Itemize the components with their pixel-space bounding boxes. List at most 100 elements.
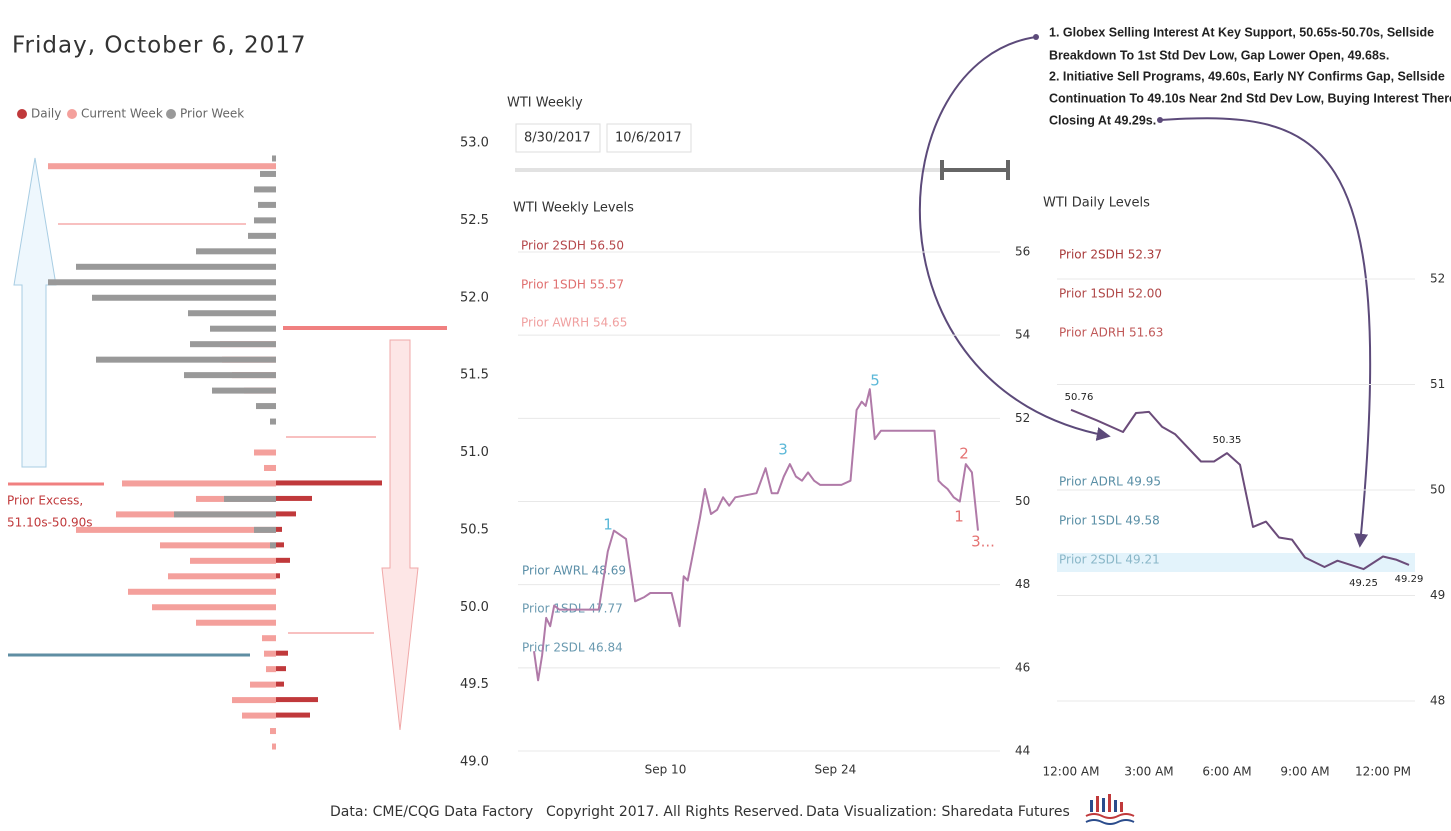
profile-bar — [190, 341, 276, 348]
data-label: 49.25 — [1349, 578, 1378, 589]
legend-label: Prior Week — [180, 107, 244, 121]
wave-label: 3... — [971, 533, 995, 551]
profile-bar — [190, 557, 276, 564]
slicer-title: WTI Weekly — [507, 96, 583, 111]
level-label: Prior 1SDL 47.77 — [522, 602, 623, 616]
level-label: Prior ADRL 49.95 — [1059, 475, 1161, 489]
data-label: 50.76 — [1065, 392, 1094, 403]
y-tick-label: 50 — [1430, 483, 1445, 497]
page-title: Friday, October 6, 2017 — [12, 33, 306, 59]
profile-bar — [92, 294, 276, 301]
note-line: 1. Globex Selling Interest At Key Suppor… — [1049, 25, 1434, 39]
y-tick-label: 50.0 — [460, 600, 489, 615]
price-line — [1070, 408, 1410, 571]
profile-bar — [250, 681, 276, 688]
profile-bar — [256, 403, 276, 410]
profile-bar — [196, 248, 276, 255]
profile-bar — [168, 573, 276, 580]
footer-text: Data: CME/CQG Data Factory — [330, 804, 533, 820]
profile-bar — [272, 155, 276, 162]
data-label: 50.35 — [1213, 435, 1242, 446]
profile-bar — [232, 697, 276, 704]
y-tick-label: 50.5 — [460, 522, 489, 537]
level-label: Prior 2SDH 56.50 — [521, 239, 624, 253]
profile-bar — [270, 728, 276, 735]
profile-bar — [184, 372, 276, 379]
chart-title: WTI Daily Levels — [1043, 196, 1150, 211]
note-line: Breakdown To 1st Std Dev Low, Gap Lower … — [1049, 48, 1389, 62]
level-label: Prior AWRL 48.69 — [522, 564, 626, 578]
callout-arrow — [918, 36, 1111, 441]
profile-bar — [264, 650, 276, 657]
note-line: Continuation To 49.10s Near 2nd Std Dev … — [1049, 91, 1451, 105]
wave-label: 1 — [603, 516, 613, 534]
up-arrow — [13, 157, 57, 468]
profile-bar — [76, 526, 276, 533]
profile-bar — [96, 356, 276, 363]
x-tick-label: Sep 24 — [815, 763, 857, 777]
footer-text: Copyright 2017. All Rights Reserved. — [546, 804, 803, 820]
end-date[interactable]: 10/6/2017 — [615, 131, 682, 146]
profile-bar — [152, 604, 276, 611]
level-label: Prior 2SDL 49.21 — [1059, 553, 1160, 567]
level-label: Prior 2SDH 52.37 — [1059, 248, 1162, 262]
annotation: Prior Excess, — [7, 494, 83, 508]
profile-bar — [254, 449, 276, 456]
y-tick-label: 44 — [1015, 744, 1030, 758]
end-date-box[interactable] — [606, 123, 692, 153]
profile-bar — [276, 526, 282, 532]
chart-title: WTI Weekly Levels — [513, 201, 634, 216]
profile-bar — [254, 186, 276, 193]
price-line — [533, 388, 979, 682]
y-tick-label: 52.0 — [460, 290, 489, 305]
profile-bar — [48, 279, 276, 286]
y-tick-label: 54 — [1015, 328, 1030, 342]
profile-bar — [242, 712, 276, 719]
profile-bar — [262, 635, 276, 642]
level-label: Prior 1SDH 55.57 — [521, 278, 624, 292]
profile-bar — [212, 387, 276, 394]
x-tick-label: 3:00 AM — [1124, 765, 1173, 779]
profile-bar — [48, 163, 276, 170]
profile-bar — [276, 666, 286, 672]
profile-bar — [270, 542, 276, 549]
note-line: Closing At 49.29s. — [1049, 113, 1156, 127]
x-tick-label: 12:00 AM — [1043, 765, 1100, 779]
level-label: Prior 1SDH 52.00 — [1059, 287, 1162, 301]
wave-label: 3 — [778, 441, 788, 459]
profile-bar — [224, 495, 276, 502]
wave-label: 5 — [870, 372, 880, 390]
profile-bar — [276, 511, 296, 517]
profile-bar — [210, 325, 276, 332]
profile-bar — [196, 619, 276, 626]
profile-bar — [258, 201, 276, 208]
y-tick-label: 51.0 — [460, 445, 489, 460]
profile-bar — [128, 588, 276, 595]
profile-bar — [272, 743, 276, 750]
legend-swatch — [17, 109, 27, 119]
start-date[interactable]: 8/30/2017 — [524, 131, 591, 146]
legend-label: Daily — [31, 107, 61, 121]
data-label: 49.29 — [1395, 574, 1424, 585]
y-tick-label: 48 — [1430, 694, 1445, 708]
level-label: Prior 2SDL 46.84 — [522, 641, 623, 655]
x-tick-label: 9:00 AM — [1280, 765, 1329, 779]
legend-label: Current Week — [81, 107, 163, 121]
y-tick-label: 51 — [1430, 377, 1445, 391]
y-tick-label: 52.5 — [460, 213, 489, 228]
x-tick-label: 6:00 AM — [1202, 765, 1251, 779]
profile-bar — [248, 232, 276, 239]
y-tick-label: 52 — [1430, 272, 1445, 286]
start-date-box[interactable] — [515, 123, 601, 153]
profile-bar — [254, 526, 276, 533]
profile-bar — [276, 650, 288, 656]
logo — [1085, 794, 1135, 825]
y-tick-label: 49.5 — [460, 677, 489, 692]
callout-arrow — [1159, 117, 1372, 548]
x-tick-label: 12:00 PM — [1355, 765, 1411, 779]
profile-bar — [276, 480, 382, 486]
y-tick-label: 48 — [1015, 577, 1030, 591]
level-label: Prior 1SDL 49.58 — [1059, 514, 1160, 528]
level-label: Prior ADRH 51.63 — [1059, 326, 1163, 340]
profile-bar — [276, 697, 318, 703]
